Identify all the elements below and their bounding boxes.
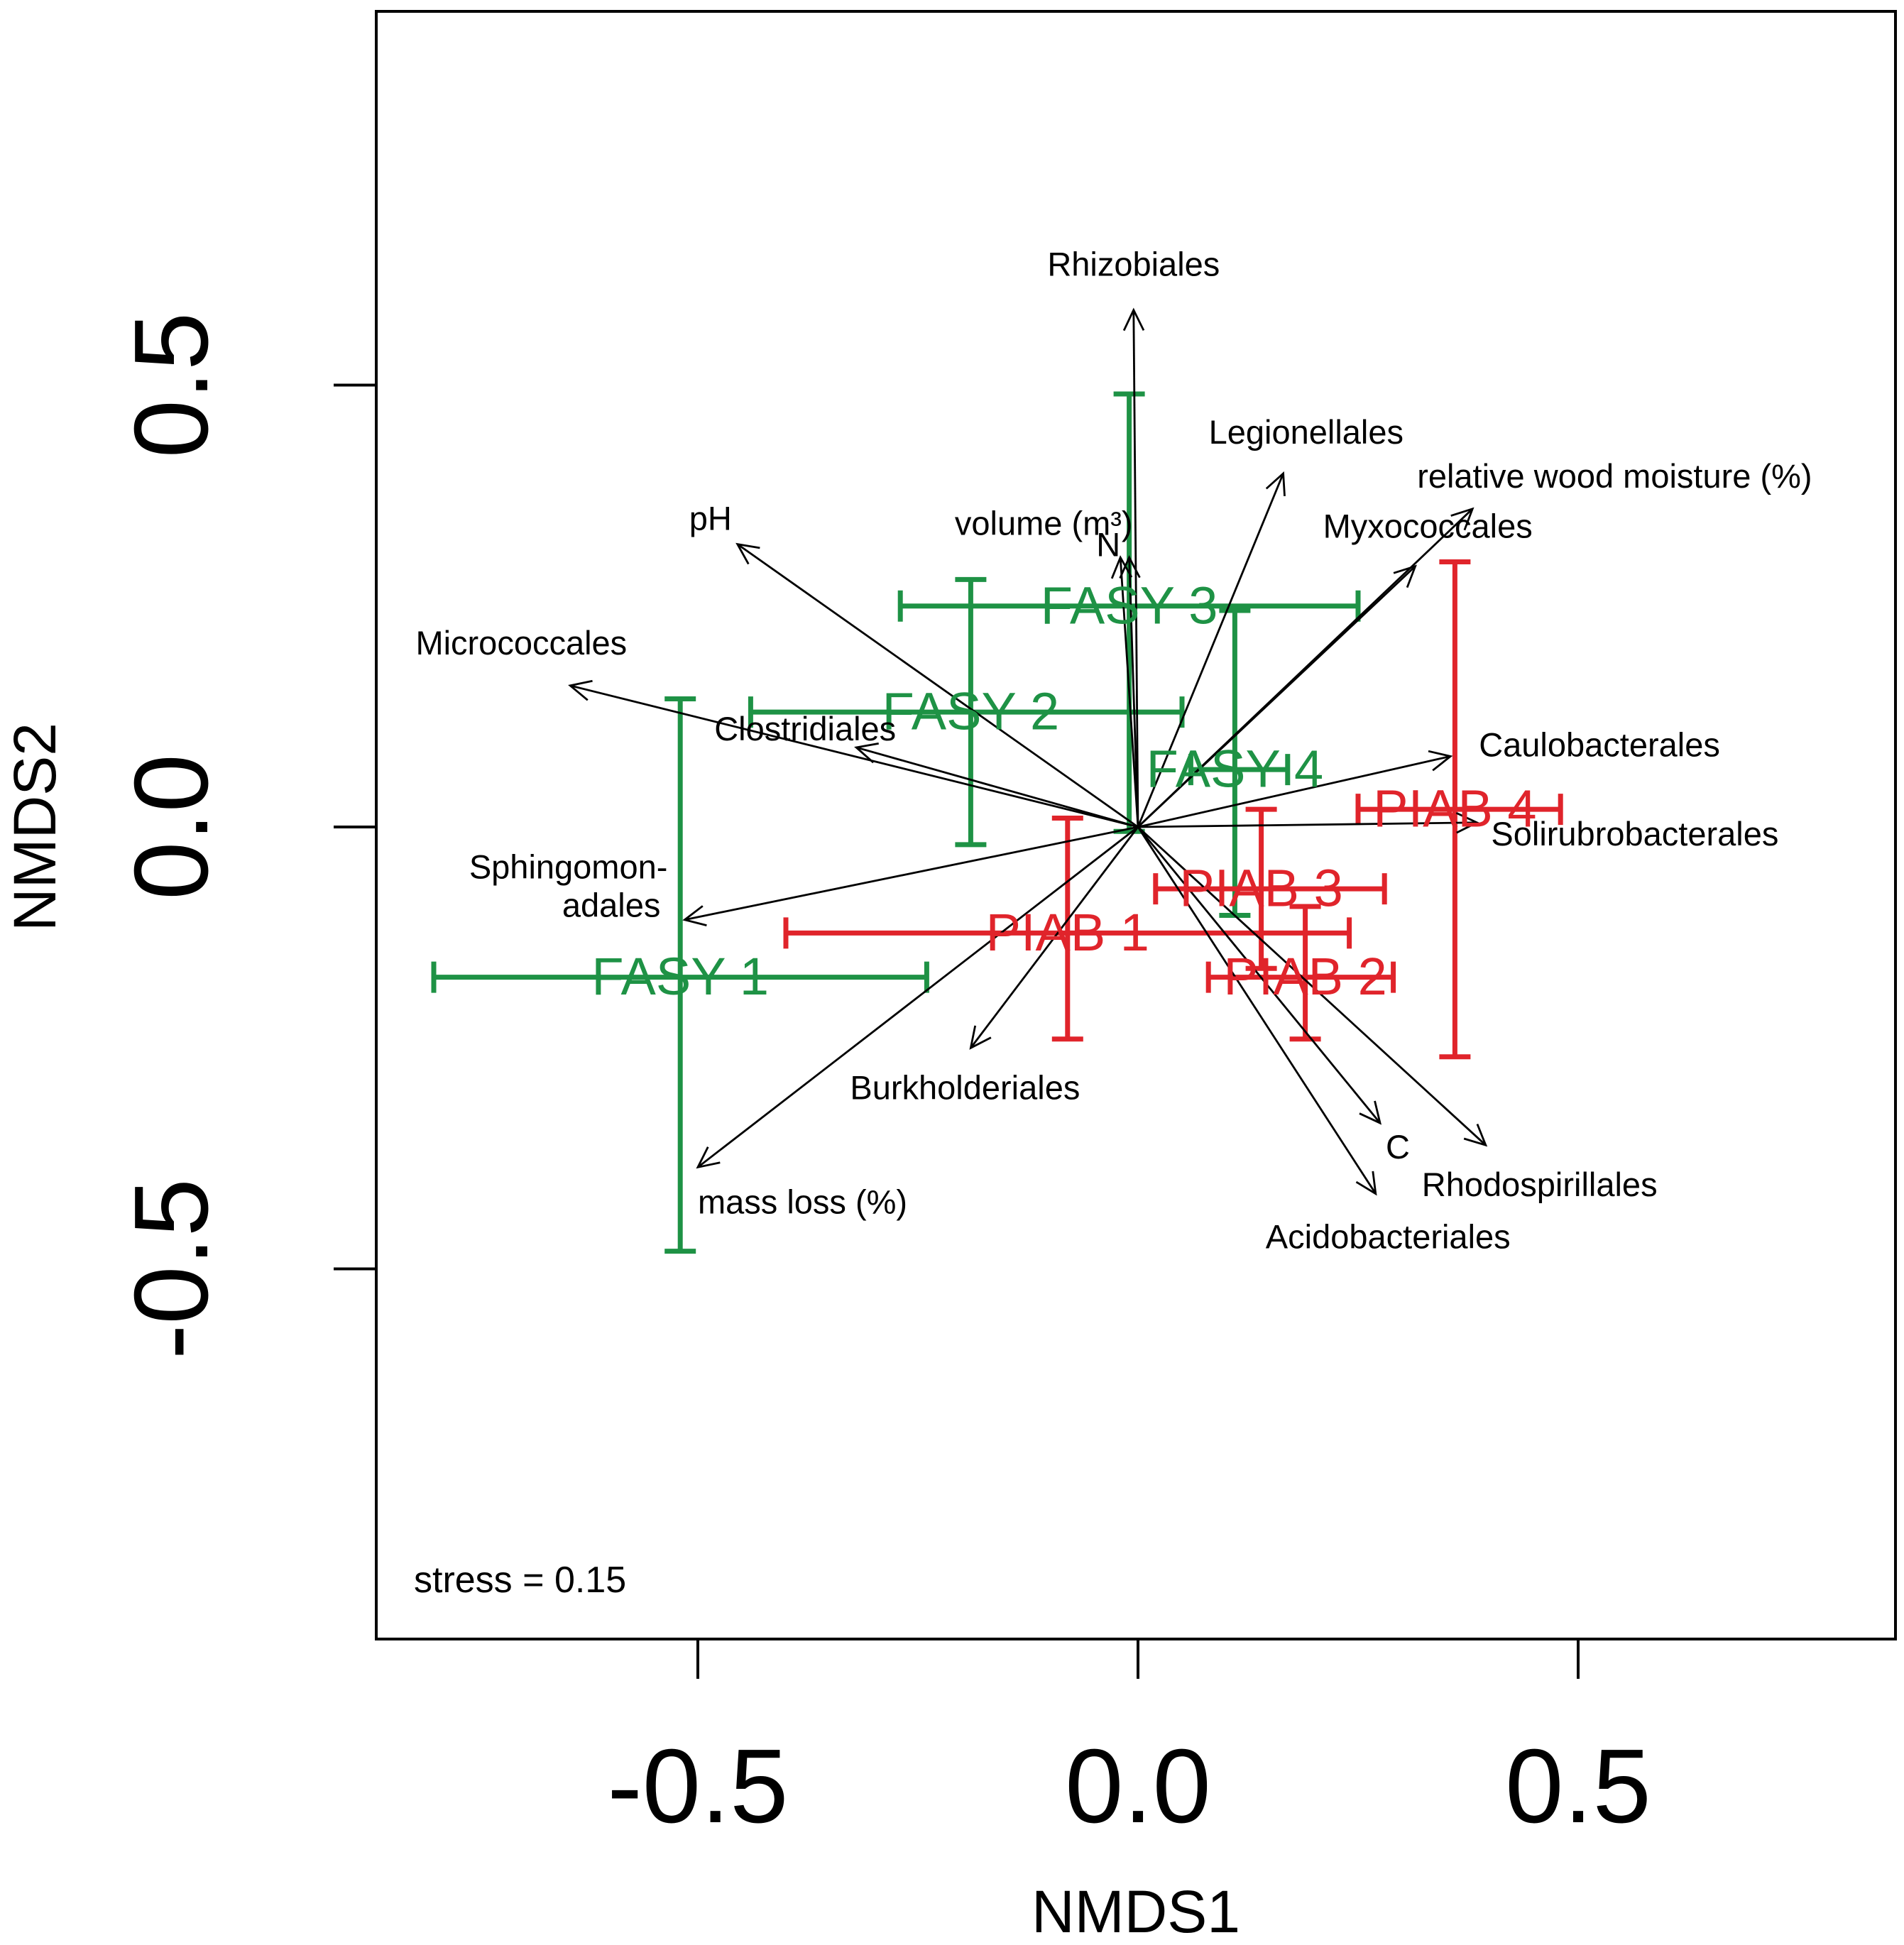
vector-micrococcales-arrowhead — [568, 679, 593, 701]
vector-n-label: N — [1096, 525, 1120, 563]
vector-clostridiales-arrow — [855, 746, 1139, 828]
vector-micrococcales-arrow — [569, 684, 1139, 828]
vector-caulobacterales-arrowhead — [1428, 750, 1453, 772]
y-tick-label: 0.0 — [113, 754, 230, 900]
vector-c-arrowhead — [1359, 1100, 1382, 1125]
vector-myxococcales-arrowhead — [1393, 564, 1417, 588]
plot-frame — [375, 10, 1897, 1640]
fitted-vectors — [568, 307, 1488, 1196]
axes: -0.5 0.0 0.5 -0.5 0.0 0.5 — [113, 312, 1651, 1845]
vector-ph-label: pH — [689, 500, 732, 537]
vector-acidobacteriales-label: Acidobacteriales — [1266, 1218, 1511, 1256]
stress-annotation: stress = 0.15 — [414, 1560, 626, 1601]
vector-solirubrobacterales-arrowhead — [1455, 811, 1479, 834]
x-tick-label: 0.0 — [1065, 1728, 1211, 1845]
vector-volume-m-label: volume (m³) — [955, 504, 1133, 542]
vector-sphingomonadales-arrowhead — [682, 905, 707, 926]
vector-volume-m-arrow — [1128, 557, 1139, 828]
group-fasy-3-label: FASY 3 — [1041, 576, 1218, 635]
group-fasy-1-label: FASY 1 — [591, 947, 769, 1006]
y-tick-label: -0.5 — [113, 1178, 230, 1359]
vector-mass-loss-label: mass loss (%) — [698, 1183, 907, 1220]
vector-volume-m-arrowhead — [1119, 555, 1141, 579]
vector-ph-arrowhead — [735, 542, 760, 565]
y-tick-label: 0.5 — [113, 312, 230, 459]
vector-sphingomonadales-label-line-2: adales — [562, 887, 661, 924]
vector-rhizobiales-arrowhead — [1122, 307, 1145, 332]
vector-micrococcales-label: Micrococcales — [415, 624, 627, 662]
vector-solirubrobacterales-label: Solirubrobacterales — [1491, 815, 1778, 853]
vector-burkholderiales-arrowhead — [969, 1025, 992, 1050]
vector-rhodospirillales-arrow — [1137, 826, 1487, 1146]
x-tick-label: 0.5 — [1505, 1728, 1651, 1845]
vector-myxococcales-arrow — [1137, 565, 1416, 828]
vector-sphingomonadales-label: Sphingomon-adales — [469, 848, 668, 924]
vector-c-label: C — [1386, 1128, 1410, 1166]
vector-legionellales-label: Legionellales — [1209, 413, 1404, 451]
group-piab-3-label: PIAB 3 — [1179, 859, 1342, 918]
group-centroids — [431, 391, 1563, 1254]
vector-caulobacterales-arrow — [1137, 755, 1451, 828]
vector-rhodospirillales-arrowhead — [1463, 1123, 1488, 1147]
group-piab-1-label: PIAB 1 — [986, 903, 1149, 962]
vector-clostridiales-label: Clostridiales — [714, 710, 896, 747]
vector-acidobacteriales-arrow — [1137, 826, 1377, 1195]
group-fasy-2-label: FASY 2 — [882, 682, 1060, 741]
vector-rhizobiales-label: Rhizobiales — [1047, 246, 1220, 283]
vector-mass-loss-arrowhead — [696, 1146, 721, 1169]
vector-n-arrow — [1119, 557, 1139, 828]
vector-sphingomonadales-label-line-1: Sphingomon- — [469, 848, 668, 886]
vector-n-arrowhead — [1110, 555, 1133, 579]
x-tick-label: -0.5 — [607, 1728, 788, 1845]
vector-ph-arrow — [736, 543, 1139, 828]
group-fasy-4-label: FASY 4 — [1147, 740, 1324, 799]
vector-mass-loss-arrow — [697, 826, 1139, 1168]
y-axis-title: NMDS2 — [1, 723, 68, 931]
group-piab-4-label: PIAB 4 — [1373, 779, 1536, 838]
vector-c-arrow — [1137, 826, 1382, 1124]
group-piab-2-label: PIAB 2 — [1223, 947, 1386, 1006]
chart-labels: FASY 1 FASY 2 FASY 3 FASY 4 PIAB 1 PIAB 2 PIAB… — [415, 246, 1812, 1256]
vector-rhodospirillales-label: Rhodospirillales — [1422, 1166, 1658, 1203]
vector-clostridiales-arrowhead — [854, 743, 879, 764]
vector-relative-wood-moisture-label: relative wood moisture (%) — [1417, 457, 1812, 495]
vector-burkholderiales-label: Burkholderiales — [850, 1068, 1080, 1106]
vector-acidobacteriales-arrowhead — [1355, 1171, 1377, 1196]
x-axis-title: NMDS1 — [1032, 1878, 1240, 1945]
vector-caulobacterales-label: Caulobacterales — [1479, 725, 1720, 763]
vector-legionellales-arrowhead — [1265, 471, 1286, 497]
vector-relative-wood-moisture-arrowhead — [1450, 507, 1474, 531]
vector-solirubrobacterales-arrow — [1137, 821, 1477, 828]
vector-legionellales-arrow — [1137, 473, 1284, 828]
vector-burkholderiales-arrow — [970, 826, 1139, 1049]
vector-sphingomonadales-arrow — [684, 826, 1139, 921]
vector-myxococcales-label: Myxococcales — [1323, 508, 1533, 545]
